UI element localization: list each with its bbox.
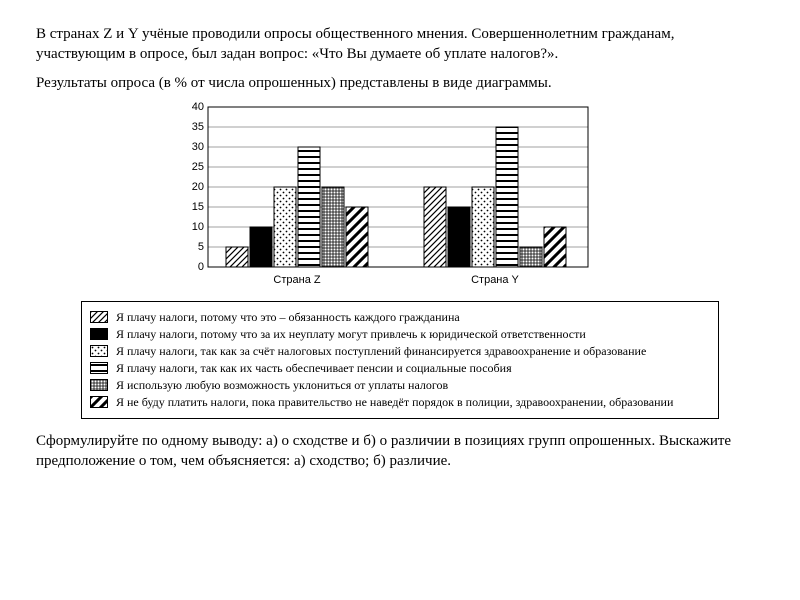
legend-text: Я плачу налоги, так как их часть обеспеч… bbox=[116, 361, 710, 376]
legend-row: Я не буду платить налоги, пока правитель… bbox=[90, 395, 710, 410]
legend-swatch bbox=[90, 379, 108, 391]
legend-swatch bbox=[90, 396, 108, 408]
svg-text:0: 0 bbox=[198, 261, 204, 273]
legend-row: Я плачу налоги, потому что за их неуплат… bbox=[90, 327, 710, 342]
group-label: Страна Z bbox=[273, 274, 320, 286]
svg-text:15: 15 bbox=[192, 201, 204, 213]
group-label: Страна Y bbox=[471, 274, 519, 286]
chart-container: 0 5 10 15 20 25 30 35 40 Страна Z Страна Y bbox=[180, 101, 620, 291]
bar bbox=[274, 187, 296, 267]
legend-swatch bbox=[90, 362, 108, 374]
legend-row: Я плачу налоги, так как за счёт налоговы… bbox=[90, 344, 710, 359]
legend-text: Я не буду платить налоги, пока правитель… bbox=[116, 395, 710, 410]
svg-text:30: 30 bbox=[192, 141, 204, 153]
bar bbox=[520, 247, 542, 267]
legend-swatch bbox=[90, 345, 108, 357]
bar bbox=[472, 187, 494, 267]
bar bbox=[448, 207, 470, 267]
bar bbox=[250, 227, 272, 267]
survey-bar-chart: 0 5 10 15 20 25 30 35 40 Страна Z Страна Y bbox=[180, 101, 594, 291]
bar bbox=[424, 187, 446, 267]
legend-swatch bbox=[90, 311, 108, 323]
legend-row: Я использую любую возможность уклониться… bbox=[90, 378, 710, 393]
results-paragraph: Результаты опроса (в % от числа опрошенн… bbox=[36, 73, 764, 93]
intro-paragraph: В странах Z и Y учёные проводили опросы … bbox=[36, 24, 764, 65]
legend-row: Я плачу налоги, потому что это – обязанн… bbox=[90, 310, 710, 325]
bar bbox=[346, 207, 368, 267]
bar bbox=[226, 247, 248, 267]
legend-text: Я плачу налоги, потому что за их неуплат… bbox=[116, 327, 710, 342]
svg-text:5: 5 bbox=[198, 241, 204, 253]
legend-swatch bbox=[90, 328, 108, 340]
legend-box: Я плачу налоги, потому что это – обязанн… bbox=[81, 301, 719, 419]
legend-row: Я плачу налоги, так как их часть обеспеч… bbox=[90, 361, 710, 376]
bar bbox=[322, 187, 344, 267]
legend-text: Я плачу налоги, так как за счёт налоговы… bbox=[116, 344, 710, 359]
legend-text: Я плачу налоги, потому что это – обязанн… bbox=[116, 310, 710, 325]
svg-text:20: 20 bbox=[192, 181, 204, 193]
svg-text:40: 40 bbox=[192, 101, 204, 113]
task-paragraph: Сформулируйте по одному выводу: а) о схо… bbox=[36, 431, 764, 472]
bar bbox=[544, 227, 566, 267]
svg-text:25: 25 bbox=[192, 161, 204, 173]
bar bbox=[298, 147, 320, 267]
bar bbox=[496, 127, 518, 267]
legend-text: Я использую любую возможность уклониться… bbox=[116, 378, 710, 393]
svg-text:10: 10 bbox=[192, 221, 204, 233]
svg-text:35: 35 bbox=[192, 121, 204, 133]
